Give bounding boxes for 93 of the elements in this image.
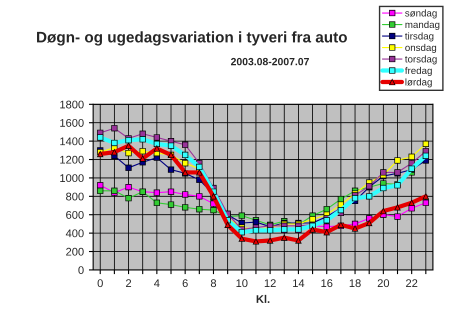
point xyxy=(422,200,429,206)
legend-label: tirsdag xyxy=(404,32,434,42)
y-tick-label: 1600 xyxy=(60,118,84,127)
point xyxy=(111,140,118,146)
x-tick-label: 20 xyxy=(378,279,390,288)
point xyxy=(140,155,146,162)
y-tick-label: 1800 xyxy=(60,100,84,108)
point xyxy=(422,193,429,200)
point xyxy=(125,195,132,202)
point xyxy=(224,222,231,228)
y-tick-label: 600 xyxy=(66,210,84,219)
point xyxy=(366,220,372,226)
x-tick-label: 4 xyxy=(154,279,160,288)
y-tick-label: 1200 xyxy=(60,156,84,164)
legend-label: søndag xyxy=(405,9,437,18)
legend-label: onsdag xyxy=(405,44,436,53)
y-tick-label: 400 xyxy=(66,229,84,238)
point xyxy=(196,169,202,176)
point xyxy=(140,136,146,142)
point xyxy=(295,237,302,244)
legend-label: mandag xyxy=(405,20,440,30)
legend-label: torsdag xyxy=(404,55,437,64)
y-tick-label: 1400 xyxy=(60,137,84,146)
point xyxy=(111,149,118,156)
x-tick-label: 8 xyxy=(210,279,216,288)
x-tick-label: 2 xyxy=(126,279,132,288)
x-tick-label: 6 xyxy=(182,279,188,288)
point xyxy=(140,148,146,154)
x-tick-label: 12 xyxy=(264,279,276,288)
point xyxy=(352,195,358,202)
point xyxy=(97,188,104,194)
point xyxy=(182,204,188,210)
point xyxy=(408,154,415,160)
point xyxy=(154,134,160,141)
legend-label: fredag xyxy=(404,66,432,76)
point xyxy=(380,184,386,192)
chart-subtitle: 2003.08-2007.07 xyxy=(230,58,309,66)
point xyxy=(394,213,401,220)
point xyxy=(281,234,288,241)
point xyxy=(252,238,260,245)
point xyxy=(182,142,188,148)
point xyxy=(408,205,415,212)
point xyxy=(97,182,104,188)
x-tick-label: 14 xyxy=(293,279,304,288)
y-tick-label: 800 xyxy=(66,192,84,200)
point xyxy=(154,145,160,152)
point xyxy=(182,191,188,198)
point xyxy=(394,204,401,210)
point xyxy=(238,212,245,219)
point xyxy=(168,188,174,195)
point xyxy=(380,208,386,214)
x-tick-label: 22 xyxy=(406,279,418,288)
y-tick-label: 0 xyxy=(78,266,84,274)
point xyxy=(168,142,174,149)
x-tick-label: 10 xyxy=(236,279,248,288)
point xyxy=(168,166,174,173)
point xyxy=(324,229,330,236)
x-axis-title: Kl. xyxy=(256,294,270,303)
point xyxy=(125,164,132,171)
point xyxy=(125,142,132,149)
point xyxy=(111,125,118,132)
point xyxy=(266,237,274,244)
point xyxy=(380,169,386,176)
x-tick-label: 0 xyxy=(98,279,103,288)
point xyxy=(154,140,160,148)
point xyxy=(196,206,202,212)
point xyxy=(210,206,217,214)
point xyxy=(182,152,188,158)
point xyxy=(154,200,160,206)
point xyxy=(408,200,415,206)
point xyxy=(168,201,174,208)
legend-label: lørdag xyxy=(405,78,432,88)
point xyxy=(309,226,316,233)
point xyxy=(238,229,245,236)
point xyxy=(324,206,330,212)
y-tick-label: 200 xyxy=(66,248,84,256)
point xyxy=(154,190,160,196)
x-tick-label: 16 xyxy=(321,279,332,288)
y-tick-label: 1000 xyxy=(60,174,84,182)
point xyxy=(125,150,132,156)
point xyxy=(394,157,401,164)
point xyxy=(196,193,202,200)
point xyxy=(140,130,146,137)
point xyxy=(422,140,429,148)
point xyxy=(182,160,188,166)
point xyxy=(97,134,104,141)
point xyxy=(366,193,372,200)
point xyxy=(125,184,132,190)
point xyxy=(238,236,245,242)
point xyxy=(352,225,358,232)
point xyxy=(324,224,330,230)
x-tick-label: 18 xyxy=(350,279,361,288)
chart-title: Døgn- og ugedagsvariation i tyveri fra auto xyxy=(37,31,347,46)
